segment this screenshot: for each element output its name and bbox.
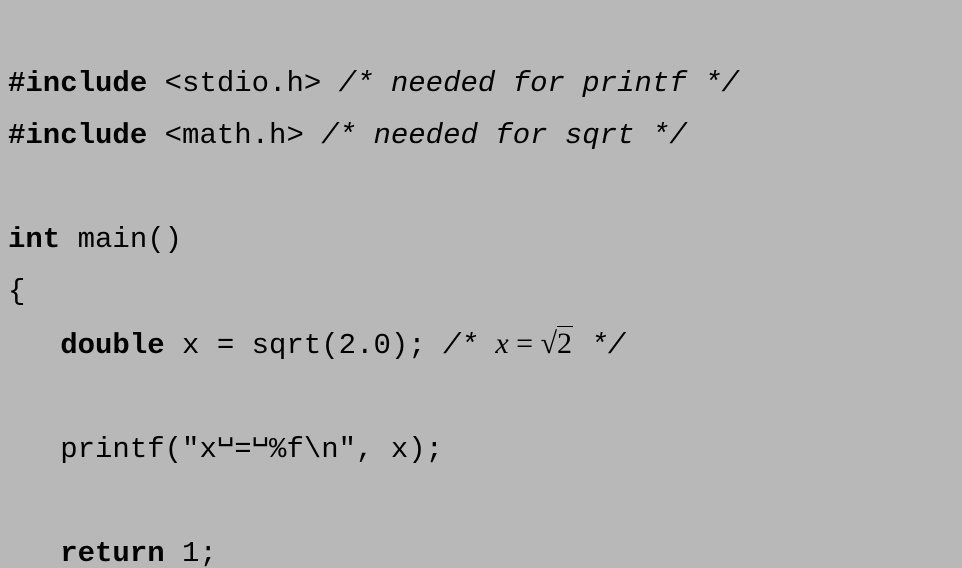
line-4: int main()	[8, 223, 182, 256]
line-6: double x = sqrt(2.0); /* x = √2 */	[8, 329, 625, 362]
type-keyword: double	[60, 329, 164, 362]
header-math: <math.h>	[147, 119, 321, 152]
radical-sign-icon: √	[541, 327, 557, 360]
preproc-keyword: #include	[8, 119, 147, 152]
math-sqrt: √2	[541, 318, 573, 372]
line-8: printf("x=%f\n", x);	[8, 433, 443, 466]
math-var-x: x	[495, 327, 508, 360]
line-5: {	[8, 275, 25, 308]
math-radicand: 2	[557, 326, 573, 360]
comment: /* needed for printf */	[339, 67, 739, 100]
line-1: #include <stdio.h> /* needed for printf …	[8, 67, 739, 100]
assign-expr: x = sqrt(2.0);	[165, 329, 443, 362]
blank-line	[8, 485, 25, 518]
line-2: #include <math.h> /* needed for sqrt */	[8, 119, 687, 152]
line-10: return 1;	[8, 537, 217, 568]
return-keyword: return	[60, 537, 164, 568]
code-listing: #include <stdio.h> /* needed for printf …	[0, 0, 962, 568]
comment: /* needed for sqrt */	[321, 119, 686, 152]
math-equals: =	[509, 327, 541, 360]
preproc-keyword: #include	[8, 67, 147, 100]
comment-math: /* x = √2 */	[443, 329, 625, 362]
header-stdio: <stdio.h>	[147, 67, 338, 100]
func-decl: main()	[60, 223, 182, 256]
blank-line	[8, 381, 25, 414]
blank-line	[8, 171, 25, 204]
type-keyword: int	[8, 223, 60, 256]
